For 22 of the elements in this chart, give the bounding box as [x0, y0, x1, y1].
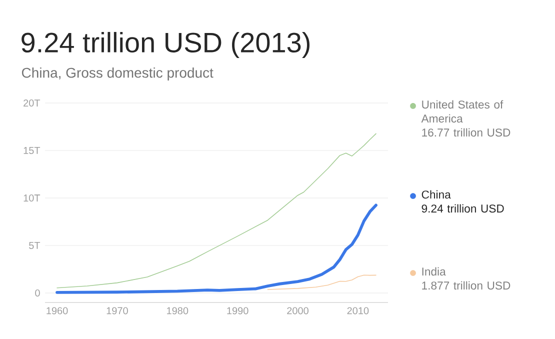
line-series [56, 204, 378, 294]
legend-label: China [422, 190, 451, 199]
chart-subtitle: China, Gross domestic product [22, 67, 214, 81]
y-tick-label: 15T [24, 147, 40, 154]
legend-label: United States of America [421, 100, 504, 123]
y-tick-label: 10T [24, 194, 40, 202]
x-tick-label: 1960 [46, 307, 68, 314]
text: 16.77 trillion USD [422, 128, 510, 137]
line-series [267, 274, 376, 290]
x-tick-label: 1980 [167, 307, 188, 314]
chart-title: 9.24 trillion USD (2013) [22, 32, 310, 58]
x-tick-label: 1970 [106, 307, 128, 314]
text: 9.24 trillion USD [422, 204, 504, 213]
x-tick-label: 1990 [227, 307, 248, 314]
line-series [56, 133, 376, 288]
x-tick-label: 2010 [347, 307, 369, 314]
legend-label: India [422, 267, 446, 276]
y-tick-label: 0 [35, 289, 40, 297]
y-tick-label: 20T [24, 99, 40, 107]
text: 1.877 trillion USD [422, 281, 510, 290]
x-tick-label: 2000 [287, 307, 308, 314]
y-tick-label: 5T [29, 242, 40, 249]
